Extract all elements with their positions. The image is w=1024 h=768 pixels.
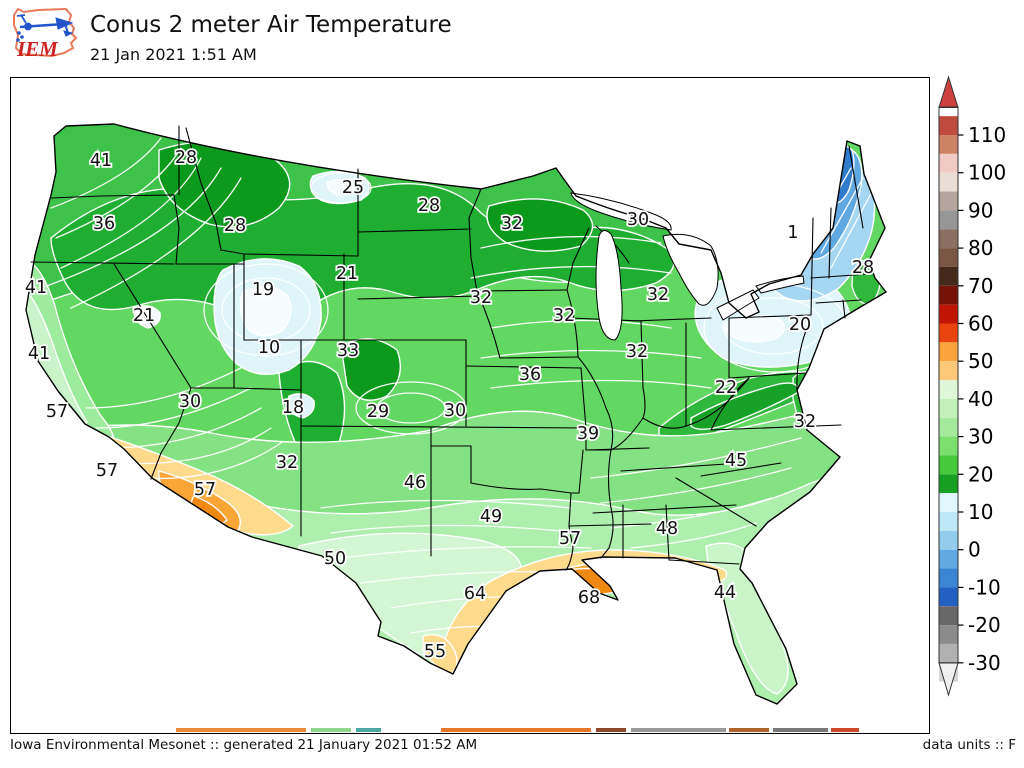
colorbar-tick-label: 40 (968, 387, 993, 411)
contour-label: 20 (789, 315, 811, 335)
valid-time: 21 Jan 2021 1:51 AM (90, 44, 257, 64)
iem-logo-text: IEM (16, 37, 59, 61)
contour-label: 39 (577, 424, 599, 444)
contour-label: 18 (282, 398, 304, 418)
contour-label: 50 (324, 549, 346, 569)
contour-label: 49 (480, 507, 502, 527)
contour-label: 28 (175, 148, 197, 168)
colorbar-tick-label: 20 (968, 462, 993, 486)
contour-label: 33 (337, 341, 359, 361)
contour-label: 1 (787, 223, 798, 243)
contour-label: 30 (179, 392, 201, 412)
footer-units: data units :: F (922, 737, 1016, 753)
colorbar-tick-label: 70 (968, 274, 993, 298)
contour-label: 57 (559, 529, 581, 549)
colorbar-tick-label: 80 (968, 236, 993, 260)
contour-label: 25 (342, 178, 364, 198)
contour-label: 46 (404, 473, 426, 493)
us-outline (25, 123, 887, 705)
contour-label: 36 (93, 214, 115, 234)
colorbar-tick-label: -30 (968, 651, 1001, 675)
lake-ontario (755, 275, 805, 294)
contour-label: 57 (194, 480, 216, 500)
conus-temperature-map: 41 28 25 28 32 30 36 28 1 28 41 21 19 21 32 32 32 20 41 10 3… (23, 123, 887, 732)
contour-label: 32 (647, 285, 669, 305)
colorbar-tick-label: 10 (968, 500, 993, 524)
lake-michigan (595, 230, 623, 341)
contour-labels: 41 28 25 28 32 30 36 28 1 28 41 21 19 21 32 32 32 20 41 10 3… (23, 146, 876, 664)
colorbar-tick-label: 50 (968, 349, 993, 373)
contour-label: 57 (46, 402, 68, 422)
contour-label: 30 (444, 401, 466, 421)
south-edge-strip (176, 728, 859, 732)
colorbar-tick-label: 90 (968, 198, 993, 222)
colorbar-tick-label: -20 (968, 613, 1001, 637)
map-frame: 41 28 25 28 32 30 36 28 1 28 41 21 19 21 32 32 32 20 41 10 3… (10, 77, 930, 734)
contour-label: 32 (553, 306, 575, 326)
lake-huron (662, 233, 719, 306)
iem-logo: IEM (13, 7, 78, 61)
contour-label: 45 (725, 451, 747, 471)
colorbar-tick-label: 110 (968, 123, 1006, 147)
contour-label: 29 (367, 402, 389, 422)
contour-label: 28 (224, 216, 246, 236)
contour-label: 57 (96, 461, 118, 481)
colorbar-tick-label: -10 (968, 575, 1001, 599)
colorbar-tick-label: 100 (968, 161, 1006, 185)
contour-label: 36 (519, 365, 541, 385)
colorbar-tick-label: 60 (968, 312, 993, 336)
contour-label: 21 (336, 264, 358, 284)
contour-label: 32 (276, 453, 298, 473)
contour-label: 22 (715, 378, 737, 398)
contour-label: 41 (25, 278, 47, 298)
contour-label: 48 (656, 519, 678, 539)
contour-label: 32 (501, 214, 523, 234)
contour-label: 44 (714, 583, 736, 603)
contour-label: 28 (418, 196, 440, 216)
page-title: Conus 2 meter Air Temperature (90, 12, 452, 38)
colorbar-outline (938, 106, 959, 664)
footer-credit: Iowa Environmental Mesonet :: generated … (10, 737, 478, 753)
colorbar-top-arrow (938, 75, 959, 108)
lake-erie (716, 289, 760, 321)
contour-label: 55 (424, 642, 446, 662)
colorbar-tick-label: 0 (968, 538, 981, 562)
contour-label: 19 (252, 280, 274, 300)
colorbar-segments (939, 116, 958, 682)
contour-label: 32 (470, 288, 492, 308)
temperature-fill-layers (26, 124, 886, 704)
state-borders (30, 125, 870, 571)
contour-label: 10 (258, 338, 280, 358)
contour-label: 21 (133, 306, 155, 326)
contour-label: 32 (794, 412, 816, 432)
contour-label: 28 (852, 258, 874, 278)
contour-label: 64 (464, 584, 486, 604)
header: IEM Conus 2 meter Air Temperature 21 Jan… (0, 0, 1024, 70)
weather-vane-icon (16, 14, 74, 42)
contour-label: 41 (90, 151, 112, 171)
contour-label: 68 (578, 588, 600, 608)
contour-label: 41 (28, 344, 50, 364)
colorbar-tick-label: 30 (968, 425, 993, 449)
contour-label: 30 (627, 210, 649, 230)
contour-label: 32 (626, 342, 648, 362)
